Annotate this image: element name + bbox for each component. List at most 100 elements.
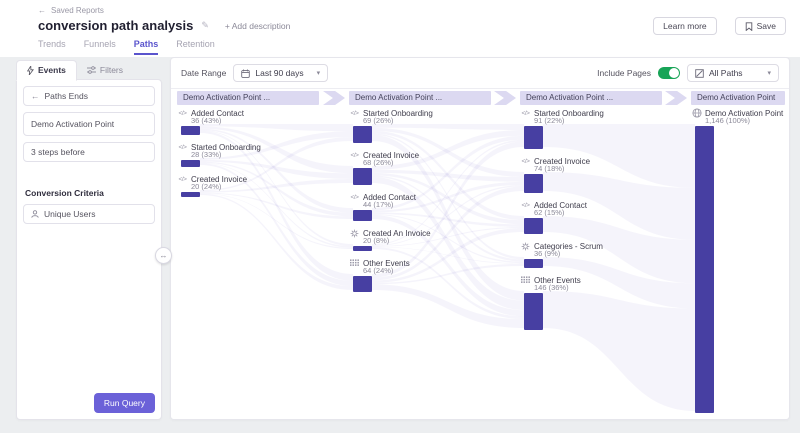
- globe-icon: [691, 108, 702, 118]
- sidebar-tab-events-label: Events: [38, 65, 66, 75]
- path-node[interactable]: </> Added Contact 36 (43%): [177, 109, 319, 135]
- paths-filter-dropdown[interactable]: All Paths ▾: [687, 64, 779, 82]
- code-icon: </>: [178, 143, 187, 151]
- path-node[interactable]: </> Added Contact 62 (15%): [520, 201, 662, 234]
- add-description-button[interactable]: + Add description: [224, 20, 291, 31]
- path-node-count: 64 (24%): [363, 266, 394, 275]
- path-node-count: 74 (18%): [534, 164, 565, 173]
- path-node-bar[interactable]: [524, 259, 543, 268]
- path-node-bar[interactable]: [181, 192, 200, 197]
- path-node-label: Other Events: [363, 258, 410, 268]
- tab-paths[interactable]: Paths: [133, 39, 159, 55]
- date-range-dropdown[interactable]: Last 90 days ▾: [233, 64, 329, 82]
- tab-trends[interactable]: Trends: [38, 39, 66, 49]
- code-icon: </>: [521, 201, 530, 209]
- paths-filter-value: All Paths: [709, 68, 743, 78]
- path-node-bar[interactable]: [353, 246, 372, 251]
- path-node-label: Added Contact: [534, 200, 587, 210]
- path-node-bar[interactable]: [353, 210, 372, 221]
- sidebar-tab-filters[interactable]: Filters: [77, 60, 133, 80]
- path-node-bar[interactable]: [181, 126, 200, 135]
- code-icon: </>: [350, 109, 359, 117]
- path-node[interactable]: Other Events 146 (36%): [520, 276, 662, 330]
- gear-icon: [350, 229, 359, 237]
- code-icon: </>: [350, 193, 359, 201]
- learn-more-button[interactable]: Learn more: [653, 17, 717, 35]
- path-node-count: 36 (9%): [534, 249, 561, 258]
- tab-funnels[interactable]: Funnels: [83, 39, 116, 49]
- column-chevron-icon: [665, 91, 687, 105]
- path-node-label: Created An Invoice: [363, 228, 431, 238]
- sidebar-tab-events[interactable]: Events: [16, 60, 77, 81]
- path-node-bar[interactable]: [353, 276, 372, 292]
- steps-before-card[interactable]: 3 steps before: [23, 142, 155, 162]
- code-icon: </>: [178, 175, 187, 183]
- path-column-header: Demo Activation Point ...: [177, 91, 319, 105]
- unique-users-card[interactable]: Unique Users: [23, 204, 155, 224]
- top-bar: ← Saved Reports conversion path analysis…: [0, 0, 800, 57]
- path-node-count: 62 (15%): [534, 208, 565, 217]
- path-node[interactable]: Demo Activation Point 1,146 (100%): [691, 108, 785, 413]
- paths-ends-card[interactable]: ← Paths Ends: [23, 86, 155, 106]
- grid-icon: [349, 259, 359, 266]
- person-icon: [31, 210, 39, 218]
- column-chevron-icon: [323, 91, 345, 105]
- page-title: conversion path analysis: [38, 18, 194, 33]
- path-node-count: 36 (43%): [191, 116, 222, 125]
- path-node-label: Added Contact: [191, 108, 244, 118]
- events-icon: [27, 65, 34, 75]
- filters-icon: [86, 65, 96, 74]
- anchor-event-card[interactable]: Demo Activation Point: [23, 112, 155, 136]
- path-node[interactable]: Categories - Scrum 36 (9%): [520, 242, 662, 268]
- path-node-bar[interactable]: [353, 126, 372, 143]
- path-node-label: Created Invoice: [363, 150, 420, 160]
- code-icon: </>: [521, 157, 530, 165]
- path-node[interactable]: </> Started Onboarding 69 (26%): [349, 109, 491, 143]
- paths-sankey-chart: Demo Activation Point ... </> Added Contac…: [171, 89, 789, 419]
- path-node-bar[interactable]: [353, 168, 372, 185]
- path-node-bar[interactable]: [181, 160, 200, 167]
- sidebar-resize-handle[interactable]: ↔: [155, 247, 172, 264]
- saved-reports-back[interactable]: ← Saved Reports: [38, 6, 104, 15]
- path-node-count: 68 (26%): [363, 158, 394, 167]
- path-node[interactable]: </> Added Contact 44 (17%): [349, 193, 491, 221]
- path-node[interactable]: Other Events 64 (24%): [349, 259, 491, 292]
- path-node[interactable]: Created An Invoice 20 (8%): [349, 229, 491, 251]
- path-node[interactable]: </> Created Invoice 20 (24%): [177, 175, 319, 197]
- run-query-button[interactable]: Run Query: [93, 393, 155, 413]
- paths-ends-label: Paths Ends: [44, 91, 88, 101]
- date-range-value: Last 90 days: [255, 68, 304, 78]
- tab-retention[interactable]: Retention: [176, 39, 215, 49]
- back-arrow-icon: ←: [38, 6, 46, 15]
- path-node-label: Started Onboarding: [363, 108, 433, 118]
- code-icon: </>: [350, 151, 359, 159]
- grid-icon: [520, 276, 530, 283]
- include-pages-toggle[interactable]: [658, 67, 680, 79]
- path-node-label: Started Onboarding: [191, 142, 261, 152]
- path-node[interactable]: </> Started Onboarding 91 (22%): [520, 109, 662, 149]
- sankey-ribbons: [200, 124, 695, 411]
- path-node[interactable]: </> Created Invoice 74 (18%): [520, 157, 662, 193]
- path-node[interactable]: </> Created Invoice 68 (26%): [349, 151, 491, 185]
- sidebar-tab-filters-label: Filters: [99, 64, 124, 75]
- edit-title-icon[interactable]: ✎: [201, 20, 209, 30]
- path-column-header: Demo Activation Point ...: [520, 91, 662, 105]
- save-button[interactable]: Save: [734, 17, 786, 35]
- path-node-label: Other Events: [534, 275, 581, 285]
- save-label: Save: [756, 21, 776, 31]
- report-canvas: Date Range Last 90 days ▾ Include Pages …: [170, 57, 790, 420]
- path-node-bar[interactable]: [524, 174, 543, 193]
- path-node[interactable]: </> Started Onboarding 28 (33%): [177, 143, 319, 167]
- conversion-criteria-heading: Conversion Criteria: [25, 188, 104, 198]
- path-node-count: 91 (22%): [534, 116, 565, 125]
- path-node-count: 28 (33%): [191, 150, 222, 159]
- bookmark-icon: [745, 21, 753, 31]
- path-node-label: Started Onboarding: [534, 108, 604, 118]
- saved-reports-label: Saved Reports: [51, 6, 104, 15]
- path-node-bar[interactable]: [524, 218, 543, 234]
- path-node-bar[interactable]: [524, 293, 543, 330]
- path-node-bar[interactable]: [695, 126, 714, 413]
- path-node-count: 146 (36%): [534, 283, 569, 292]
- path-node-count: 20 (8%): [363, 236, 390, 245]
- path-node-bar[interactable]: [524, 126, 543, 149]
